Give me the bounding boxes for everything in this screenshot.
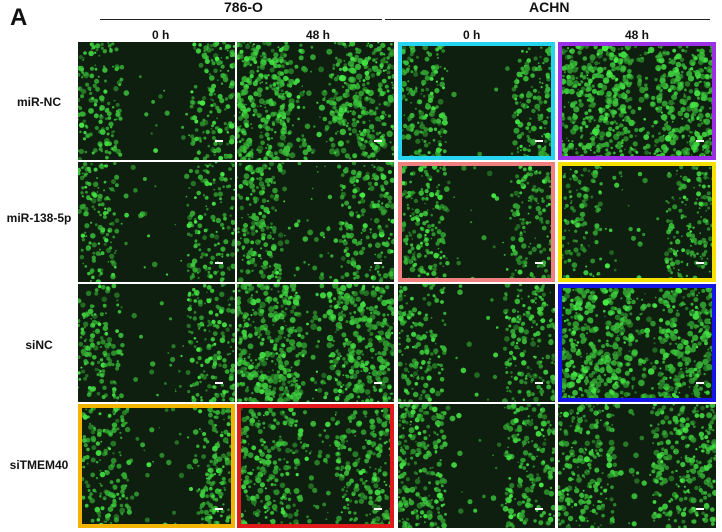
micrograph-mir-nc-achn-0h bbox=[398, 42, 555, 160]
scale-bar bbox=[696, 262, 704, 264]
col-label-achn-48h: 48 h bbox=[625, 28, 650, 42]
row-label-sitmem40: siTMEM40 bbox=[9, 458, 69, 472]
micrograph-mir-138-5p-achn-0h bbox=[398, 162, 555, 282]
micrograph-mir-138-5p-achn-48h bbox=[558, 162, 716, 282]
row-label-sinc: siNC bbox=[25, 338, 53, 352]
cell-fluorescence-image bbox=[398, 284, 555, 402]
micrograph-mir-nc-786o-48h bbox=[237, 42, 394, 160]
scale-bar bbox=[374, 508, 382, 510]
micrograph-sitmem40-786o-0h bbox=[78, 404, 235, 528]
scale-bar bbox=[696, 140, 704, 142]
scale-bar bbox=[535, 140, 543, 142]
scale-bar bbox=[374, 140, 382, 142]
cell-fluorescence-image bbox=[78, 42, 235, 160]
group-line-achn bbox=[385, 19, 710, 20]
col-label-achn-0h: 0 h bbox=[463, 28, 481, 42]
row-label-mir-138-5p: miR-138-5p bbox=[6, 211, 72, 225]
micrograph-mir-138-5p-786o-0h bbox=[78, 162, 235, 282]
micrograph-sinc-achn-48h bbox=[558, 284, 716, 402]
scale-bar bbox=[215, 508, 223, 510]
cell-fluorescence-image bbox=[558, 404, 716, 528]
group-label-achn: ACHN bbox=[529, 0, 570, 15]
cell-fluorescence-image bbox=[237, 42, 394, 160]
cell-fluorescence-image bbox=[562, 166, 712, 278]
scale-bar bbox=[215, 140, 223, 142]
micrograph-sitmem40-achn-0h bbox=[398, 404, 555, 528]
cell-fluorescence-image bbox=[78, 284, 235, 402]
micrograph-sinc-786o-48h bbox=[237, 284, 394, 402]
micrograph-mir-138-5p-786o-48h bbox=[237, 162, 394, 282]
row-label-mir-nc: miR-NC bbox=[17, 95, 61, 109]
cell-fluorescence-image bbox=[237, 284, 394, 402]
scale-bar bbox=[535, 382, 543, 384]
cell-fluorescence-image bbox=[562, 46, 712, 156]
cell-fluorescence-image bbox=[241, 408, 390, 524]
micrograph-sinc-achn-0h bbox=[398, 284, 555, 402]
cell-fluorescence-image bbox=[402, 166, 551, 278]
scale-bar bbox=[535, 262, 543, 264]
scale-bar bbox=[696, 382, 704, 384]
col-label-786o-48h: 48 h bbox=[306, 28, 331, 42]
micrograph-sinc-786o-0h bbox=[78, 284, 235, 402]
group-line-786o bbox=[100, 19, 382, 20]
scale-bar bbox=[215, 262, 223, 264]
cell-fluorescence-image bbox=[562, 288, 712, 398]
micrograph-sitmem40-achn-48h bbox=[558, 404, 716, 528]
micrograph-sitmem40-786o-48h bbox=[237, 404, 394, 528]
scale-bar bbox=[374, 262, 382, 264]
scale-bar bbox=[696, 508, 704, 510]
cell-fluorescence-image bbox=[82, 408, 231, 524]
group-label-786o: 786-O bbox=[224, 0, 263, 15]
cell-fluorescence-image bbox=[78, 162, 235, 282]
scale-bar bbox=[215, 382, 223, 384]
scale-bar bbox=[535, 508, 543, 510]
panel-letter: A bbox=[10, 4, 28, 31]
scale-bar bbox=[374, 382, 382, 384]
micrograph-mir-nc-achn-48h bbox=[558, 42, 716, 160]
col-label-786o-0h: 0 h bbox=[152, 28, 170, 42]
micrograph-mir-nc-786o-0h bbox=[78, 42, 235, 160]
cell-fluorescence-image bbox=[237, 162, 394, 282]
cell-fluorescence-image bbox=[402, 46, 551, 156]
cell-fluorescence-image bbox=[398, 404, 555, 528]
